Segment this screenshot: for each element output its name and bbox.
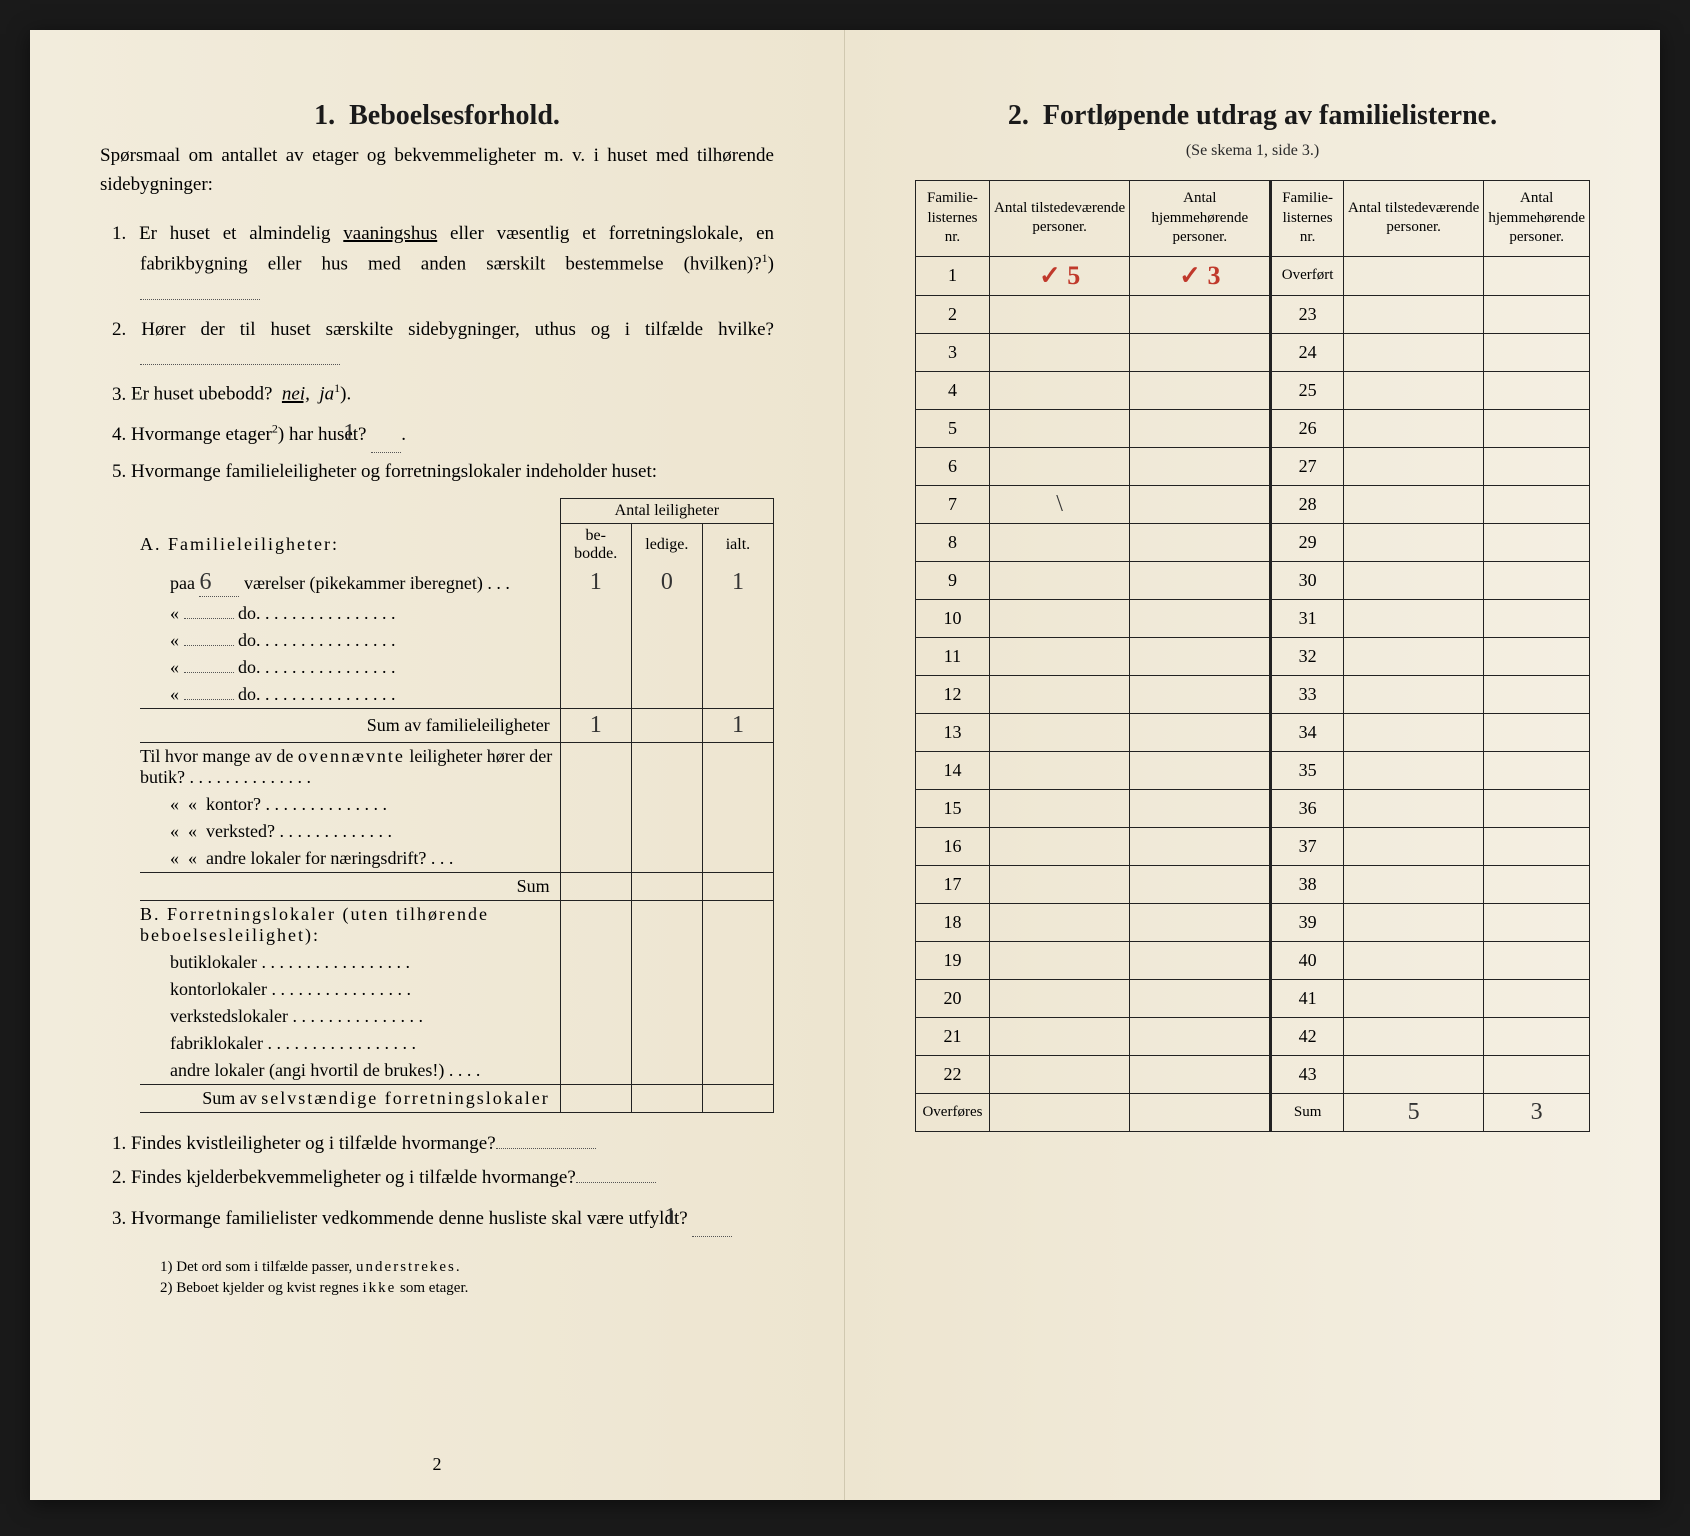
table-row: 1536 [916, 789, 1590, 827]
q1-underlined: vaaningshus [343, 223, 437, 244]
row-a1: paa 6 værelser (pikekammer iberegnet) . … [140, 566, 774, 600]
table-row: 324 [916, 333, 1590, 371]
left-title: 1. Beboelsesforhold. [100, 100, 774, 132]
right-page: 2. Fortløpende utdrag av familielisterne… [845, 30, 1660, 1500]
right-subtitle: (Se skema 1, side 3.) [915, 142, 1590, 160]
table-row: 1031 [916, 599, 1590, 637]
row-sum-b: Sum av selvstændige forretningslokaler [140, 1084, 774, 1112]
q2: Hører der til huset særskilte sidebygnin… [100, 315, 774, 376]
left-page: 1. Beboelsesforhold. Spørsmaal om antall… [30, 30, 845, 1500]
table-row: 1233 [916, 675, 1590, 713]
q7: Findes kjelderbekvemmeligheter og i tilf… [100, 1163, 774, 1193]
page-number-left: 2 [433, 1454, 442, 1475]
table-row: 829 [916, 523, 1590, 561]
table-row: 1839 [916, 903, 1590, 941]
right-title: 2. Fortløpende utdrag av familielisterne… [915, 100, 1590, 132]
table-row: 2041 [916, 979, 1590, 1017]
row-sum-a: Sum av familieleiligheter 1 1 [140, 708, 774, 742]
q6: Findes kvistleiligheter og i tilfælde hv… [100, 1129, 774, 1159]
q4: Hvormange etager2) har huset? 1. [100, 414, 774, 453]
row-do-1: « do. . . . . . . . . . . . . . . . [140, 600, 774, 627]
leil-header: Antal leiligheter [560, 498, 773, 523]
q1: Er huset et almindelig vaaningshus eller… [100, 219, 774, 311]
sect-a-label: A. Familieleiligheter: [140, 523, 560, 566]
row-b-3: fabriklokaler . . . . . . . . . . . . . … [140, 1030, 774, 1057]
table-row: 1334 [916, 713, 1590, 751]
table-row: 1✓ 5✓ 3Overført [916, 256, 1590, 295]
q5: Hvormange familieleiligheter og forretni… [100, 457, 774, 487]
table-row: 526 [916, 409, 1590, 447]
row-sum-mid: Sum [140, 872, 774, 900]
row-b-4: andre lokaler (angi hvortil de brukes!) … [140, 1057, 774, 1085]
table-row: 930 [916, 561, 1590, 599]
sect-b-label-row: B. Forretningslokaler (uten tilhørende b… [140, 900, 774, 949]
table-row: 627 [916, 447, 1590, 485]
q3-ja: ja [319, 384, 334, 405]
row-do-3: « do. . . . . . . . . . . . . . . . [140, 654, 774, 681]
intro-text: Spørsmaal om antallet av etager og bekve… [100, 142, 774, 199]
row-butik: Til hvor mange av de ovennævnte leilighe… [140, 742, 774, 791]
table-row: 223 [916, 295, 1590, 333]
q3: Er huset ubebodd? nei, ja1). [100, 379, 774, 410]
table-row: 2142 [916, 1017, 1590, 1055]
row-do-4: « do. . . . . . . . . . . . . . . . [140, 681, 774, 709]
fam-header-row: Familie-listernes nr. Antal tilstedevære… [916, 181, 1590, 257]
row-kontor: « « kontor? . . . . . . . . . . . . . . [140, 791, 774, 818]
table-row: 1940 [916, 941, 1590, 979]
table-row: 1132 [916, 637, 1590, 675]
table-row: 1435 [916, 751, 1590, 789]
q3-nei: nei, [282, 384, 310, 405]
leiligheter-table: Antal leiligheter A. Familieleiligheter:… [140, 498, 774, 1113]
table-row: 425 [916, 371, 1590, 409]
footnotes: 1) Det ord som i tilfælde passer, unders… [100, 1257, 774, 1299]
row-andrelok: « « andre lokaler for næringsdrift? . . … [140, 845, 774, 873]
row-b-0: butiklokaler . . . . . . . . . . . . . .… [140, 949, 774, 976]
family-table: Familie-listernes nr. Antal tilstedevære… [915, 180, 1590, 1132]
leiligheter-table-wrap: Antal leiligheter A. Familieleiligheter:… [140, 498, 774, 1113]
q4-handwritten: 1 [343, 420, 355, 446]
row-b-1: kontorlokaler . . . . . . . . . . . . . … [140, 976, 774, 1003]
document-spread: 1. Beboelsesforhold. Spørsmaal om antall… [30, 30, 1660, 1500]
row-do-2: « do. . . . . . . . . . . . . . . . [140, 627, 774, 654]
table-row: 1637 [916, 827, 1590, 865]
table-row: 1738 [916, 865, 1590, 903]
question-list-2: Findes kvistleiligheter og i tilfælde hv… [100, 1129, 774, 1237]
q8: Hvormange familielister vedkommende denn… [100, 1198, 774, 1237]
table-row: 7\28 [916, 485, 1590, 523]
row-verksted: « « verksted? . . . . . . . . . . . . . [140, 818, 774, 845]
table-footer-row: OverføresSum53 [916, 1093, 1590, 1131]
row-b-2: verkstedslokaler . . . . . . . . . . . .… [140, 1003, 774, 1030]
question-list: Er huset et almindelig vaaningshus eller… [100, 219, 774, 488]
table-row: 2243 [916, 1055, 1590, 1093]
